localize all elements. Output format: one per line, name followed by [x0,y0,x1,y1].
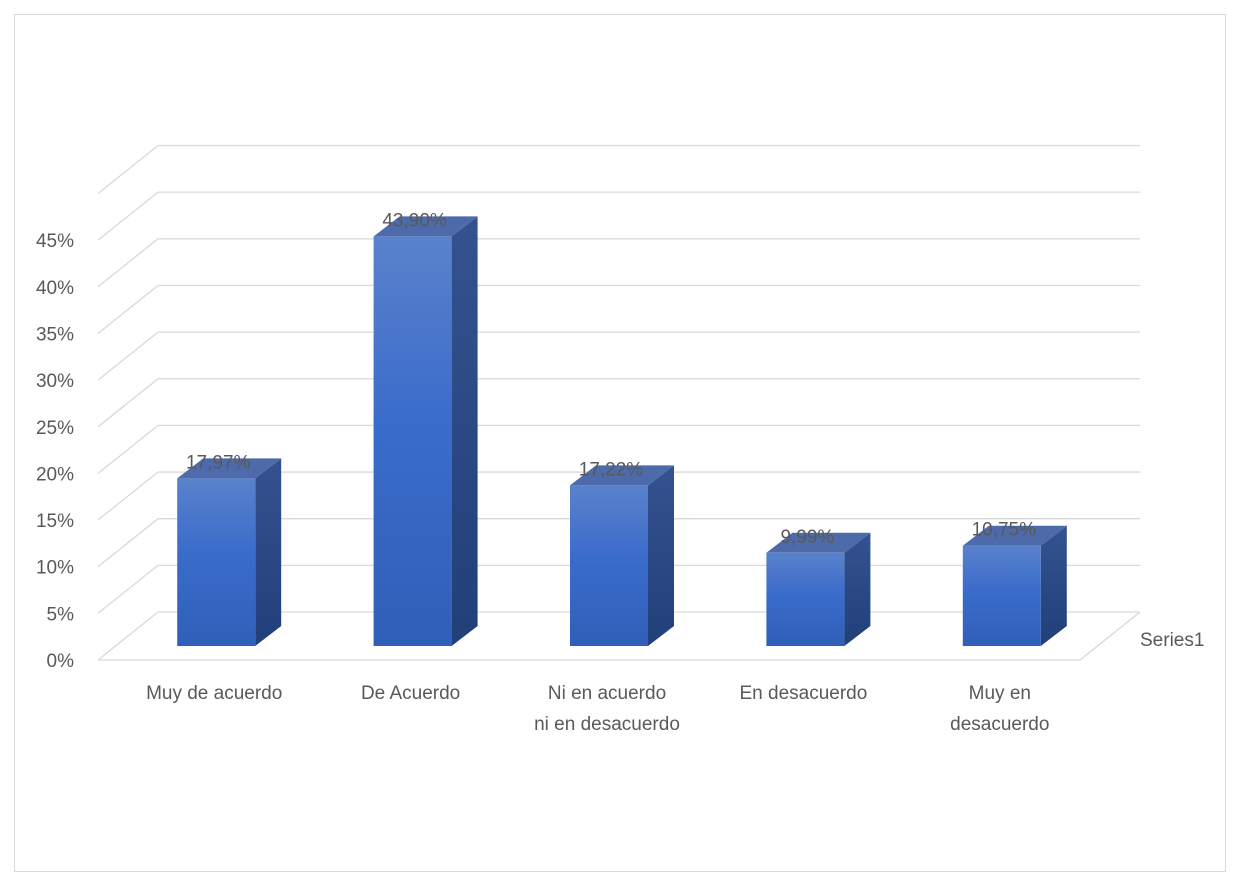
gridline-diagonal [97,378,159,428]
y-tick-label: 25% [36,418,74,439]
data-labels: 17,97% 43,90% 17,22% 9,99% 10,75% [186,210,1036,547]
legend: Series1 [1140,630,1204,651]
gridline-diagonal [97,238,159,288]
data-label: 17,97% [186,452,251,473]
gridline-diagonal [97,564,159,614]
x-tick-label: Ni en acuerdo ni en desacuerdo [534,683,680,735]
gridlines [97,144,1141,661]
bar-top [962,525,1067,546]
x-tick-label: Muy en desacuerdo [950,683,1049,735]
bar-side [648,465,674,646]
bar-side [255,458,282,646]
data-label: 17,22% [579,459,644,480]
y-tick-label: 45% [36,231,74,252]
bar [570,465,674,646]
bar-front [177,478,256,646]
x-tick-label-line: Muy en [969,683,1031,704]
bar-side [451,216,478,646]
series-label: Series1 [1140,630,1204,651]
y-tick-label: 35% [36,324,74,345]
y-tick-label: 20% [36,464,74,485]
y-tick-label: 10% [36,558,74,579]
x-tick-label-line: De Acuerdo [361,683,460,704]
bar-front [570,485,648,646]
y-tick-label: 30% [36,371,74,392]
x-tick-label-line: ni en desacuerdo [534,714,680,735]
gridline-diagonal [97,424,159,474]
y-tick-label: 40% [36,278,74,299]
data-label: 43,90% [382,210,447,231]
gridline-diagonal [97,471,159,521]
bar-front [766,552,845,646]
bars [177,216,1067,646]
bar-top [177,458,282,479]
bar-top [373,216,478,237]
x-tick-label-line: En desacuerdo [739,683,867,704]
gridline-diagonal [97,191,159,241]
floor-right-edge [1079,611,1141,661]
data-label: 10,75% [972,520,1037,541]
gridline-diagonal [97,284,159,334]
x-tick-label-line: desacuerdo [950,714,1049,735]
x-axis-labels: Muy de acuerdo De Acuerdo Ni en acuerdo ni … [146,683,1049,735]
y-tick-label: 5% [47,604,75,625]
y-tick-label: 15% [36,511,74,532]
x-tick-label: De Acuerdo [361,683,460,704]
gridline-diagonal [97,518,159,568]
gridline-diagonal [97,611,159,661]
bar-top [766,532,871,553]
bar [177,458,282,646]
gridline-diagonal [97,144,159,195]
x-tick-label: Muy de acuerdo [146,683,282,704]
x-tick-label-line: Muy de acuerdo [146,683,282,704]
bar-front [962,545,1041,646]
bar [962,525,1067,646]
gridline-diagonal [97,331,159,381]
y-tick-label: 0% [47,651,75,672]
bar [766,532,871,646]
x-tick-label: En desacuerdo [739,683,867,704]
bar-side [844,532,871,646]
data-label: 9,99% [780,527,834,548]
bar-front [373,236,452,646]
bar [373,216,478,646]
y-axis-ticks: 0% 5% 10% 15% 20% 25% 30% 35% 40% 45% [36,231,74,672]
bar-side [1040,525,1067,646]
chart-frame [14,14,1226,872]
x-tick-label-line: Ni en acuerdo [548,683,666,704]
bar-top [570,465,674,486]
